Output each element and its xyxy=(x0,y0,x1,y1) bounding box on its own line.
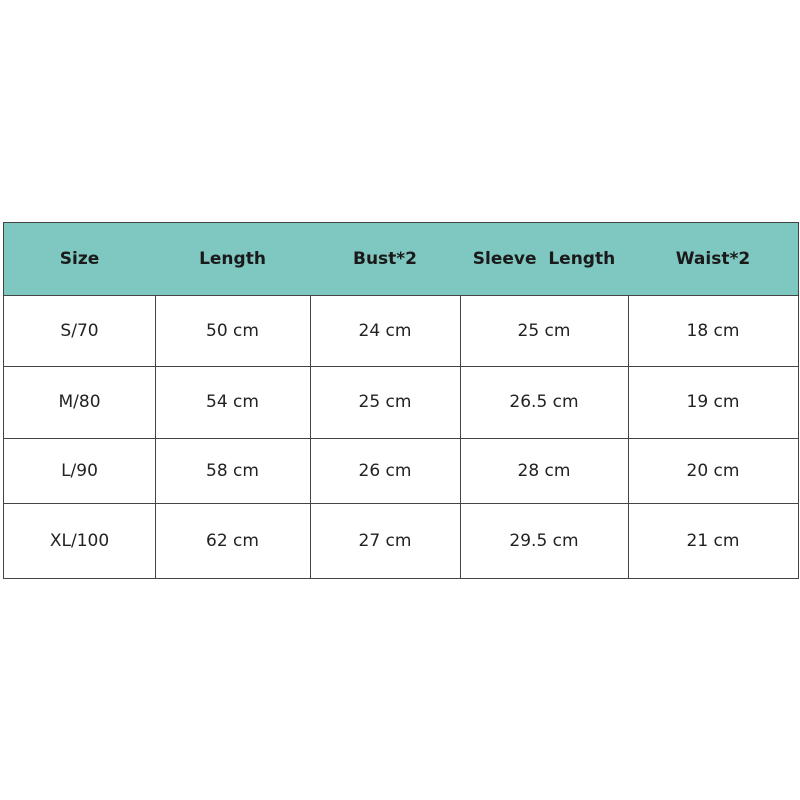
header-cell: Bust*2 xyxy=(310,222,461,296)
table-cell: 54 cm xyxy=(155,366,311,439)
table-cell: 29.5 cm xyxy=(460,503,629,579)
table-cell: 28 cm xyxy=(460,438,629,504)
table-cell: 20 cm xyxy=(628,438,799,504)
table-cell: 50 cm xyxy=(155,295,311,367)
table-cell: M/80 xyxy=(3,366,156,439)
table-cell: S/70 xyxy=(3,295,156,367)
table-cell: 24 cm xyxy=(310,295,461,367)
header-cell: Length xyxy=(155,222,311,296)
header-cell: Waist*2 xyxy=(628,222,799,296)
table-cell: 26 cm xyxy=(310,438,461,504)
table-cell: L/90 xyxy=(3,438,156,504)
table-cell: 19 cm xyxy=(628,366,799,439)
table-cell: 58 cm xyxy=(155,438,311,504)
table-cell: 26.5 cm xyxy=(460,366,629,439)
header-cell: Size xyxy=(3,222,156,296)
table-cell: XL/100 xyxy=(3,503,156,579)
table-cell: 18 cm xyxy=(628,295,799,367)
table-cell: 27 cm xyxy=(310,503,461,579)
table-cell: 21 cm xyxy=(628,503,799,579)
header-cell: Sleeve Length xyxy=(460,222,629,296)
table-cell: 25 cm xyxy=(460,295,629,367)
table-cell: 62 cm xyxy=(155,503,311,579)
table-cell: 25 cm xyxy=(310,366,461,439)
